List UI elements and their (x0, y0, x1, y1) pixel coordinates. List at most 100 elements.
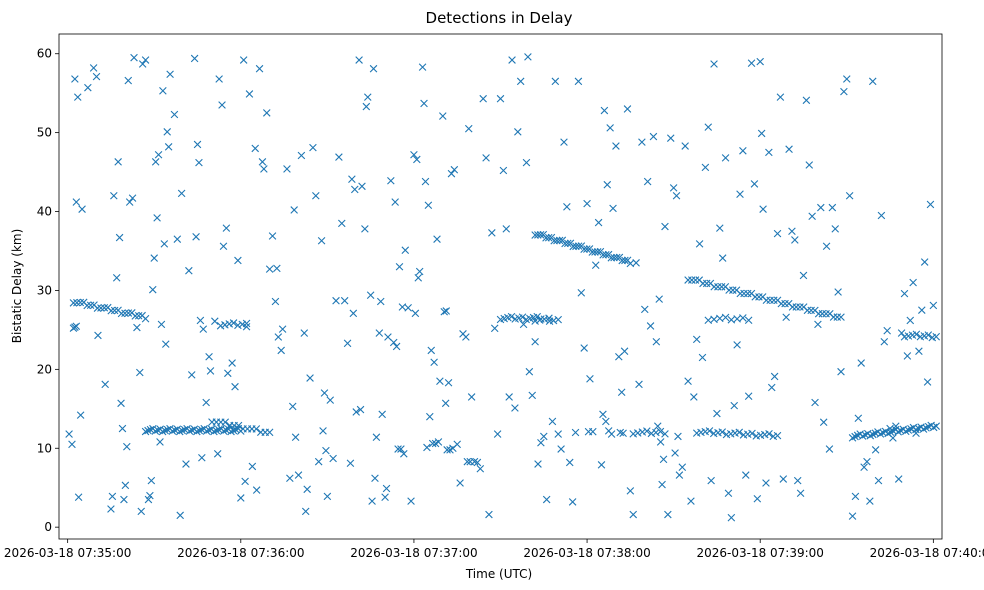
detection-marker (175, 427, 184, 436)
detection-marker (185, 266, 193, 275)
detection-marker (177, 189, 186, 198)
detection-marker (854, 414, 863, 423)
y-tick-label: 40 (37, 205, 52, 219)
detection-marker (606, 124, 614, 132)
detection-marker (924, 331, 933, 339)
detection-marker (757, 129, 766, 138)
detection-marker (74, 493, 83, 501)
detection-marker (519, 320, 528, 329)
detection-marker (242, 319, 251, 328)
detection-marker (193, 140, 202, 149)
detection-marker (692, 335, 701, 344)
x-tick-label: 2026-03-18 07:38:00 (523, 546, 650, 560)
detection-marker (190, 54, 199, 63)
detection-marker (739, 146, 747, 155)
detection-marker (151, 158, 160, 166)
detection-marker (185, 427, 194, 435)
detection-marker (537, 438, 545, 447)
detection-marker (227, 427, 235, 436)
detection-marker (92, 72, 101, 81)
detection-marker (134, 311, 143, 320)
detection-marker (609, 204, 617, 213)
detection-marker (716, 224, 724, 232)
detection-marker (707, 476, 715, 485)
detection-marker (748, 429, 756, 438)
detection-marker (400, 449, 408, 458)
detection-marker (387, 176, 395, 185)
detection-marker (755, 293, 763, 301)
detection-marker (462, 333, 470, 341)
detection-marker (674, 432, 682, 441)
detection-marker (430, 358, 438, 367)
detection-marker (735, 428, 744, 437)
x-axis-label: Time (UTC) (465, 567, 532, 581)
detection-marker (210, 427, 218, 436)
detection-marker (666, 134, 675, 142)
detection-marker (343, 339, 352, 348)
detection-marker (382, 484, 391, 493)
detection-marker (121, 481, 130, 490)
detection-marker (196, 316, 205, 325)
detection-marker (678, 463, 687, 471)
detection-marker (496, 94, 505, 103)
y-axis-label: Bistatic Delay (km) (10, 229, 24, 344)
detection-marker (880, 337, 889, 346)
detection-marker (528, 391, 537, 400)
detection-marker (531, 317, 539, 325)
detection-marker (647, 429, 656, 438)
detection-marker (117, 399, 125, 408)
detection-marker (808, 212, 816, 221)
detection-marker (701, 163, 710, 172)
detection-marker (404, 304, 412, 312)
detection-marker (744, 392, 753, 400)
detection-marker (522, 158, 531, 167)
detection-marker (144, 495, 153, 504)
detection-marker (107, 505, 115, 513)
detection-marker (137, 507, 146, 516)
detection-marker (554, 430, 563, 438)
detection-marker (309, 143, 317, 152)
x-axis-ticks: 2026-03-18 07:35:00 2026-03-18 07:36:00 20… (4, 539, 984, 560)
detection-marker (690, 393, 698, 401)
detection-marker (153, 426, 162, 434)
detection-marker (467, 393, 476, 401)
detection-marker (68, 440, 76, 449)
detection-marker (154, 150, 163, 159)
detection-marker (736, 190, 744, 198)
detection-marker (392, 342, 401, 351)
detection-marker (762, 296, 771, 305)
detection-marker (156, 438, 164, 446)
detection-marker (372, 433, 381, 441)
detection-marker (802, 96, 811, 105)
y-tick-label: 10 (37, 441, 52, 455)
detection-marker (389, 338, 398, 347)
detection-marker (221, 418, 230, 426)
detection-marker (303, 485, 311, 494)
detection-marker (729, 286, 737, 294)
detection-marker (340, 296, 349, 305)
detection-marker (141, 314, 150, 323)
detection-marker (394, 445, 402, 453)
detection-marker (176, 511, 184, 520)
detection-marker (643, 177, 652, 186)
detection-marker (443, 446, 451, 454)
detection-marker (653, 422, 662, 430)
detection-marker (265, 265, 274, 273)
detection-marker (300, 329, 309, 337)
detection-marker (750, 180, 759, 188)
detection-marker (776, 93, 785, 101)
detection-marker (76, 411, 85, 419)
detection-marker (724, 489, 733, 498)
detection-marker (574, 242, 583, 250)
detection-marker (350, 185, 359, 194)
detection-marker (502, 225, 511, 233)
detection-marker (375, 329, 384, 337)
detection-marker (424, 201, 433, 210)
detection-marker (147, 476, 156, 485)
detection-marker (197, 425, 206, 434)
detection-marker (788, 303, 797, 311)
detection-marker (747, 59, 756, 67)
detection-marker (583, 199, 591, 208)
detection-marker (563, 239, 572, 248)
detection-marker (807, 306, 815, 315)
